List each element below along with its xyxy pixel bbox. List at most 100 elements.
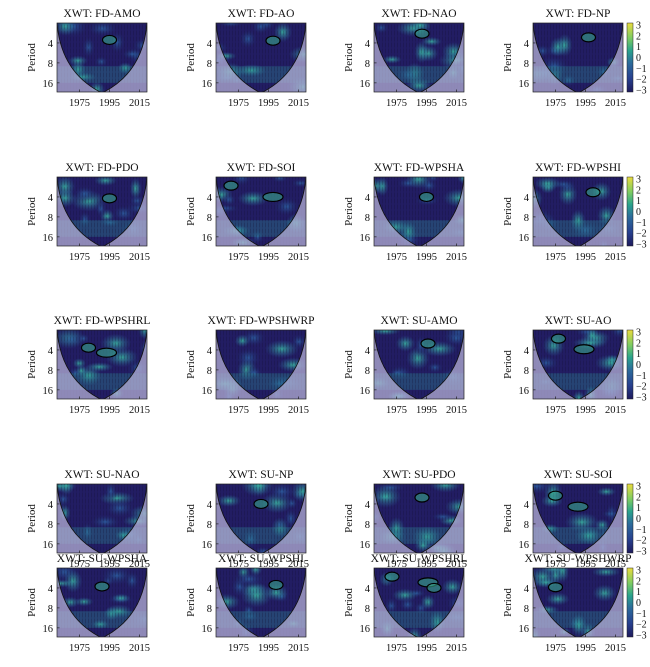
y-tick-label: 8 <box>48 213 53 224</box>
y-tick-label: 8 <box>365 604 370 615</box>
colorbar-tick-label: 3 <box>636 566 641 577</box>
x-tick-label: 2015 <box>446 98 467 109</box>
y-tick-label: 16 <box>360 386 371 397</box>
y-tick-label: 16 <box>519 233 530 244</box>
panel-title: XWT: SU-SOI <box>544 469 613 481</box>
wavelet-power-map <box>374 484 464 553</box>
x-tick-label: 1975 <box>69 643 90 654</box>
y-tick-label: 4 <box>48 584 54 595</box>
colorbar <box>626 329 634 400</box>
x-tick-label: 1995 <box>258 98 279 109</box>
x-tick-label: 1975 <box>545 559 566 570</box>
wavelet-power-map <box>216 568 306 637</box>
significance-contour <box>80 342 97 353</box>
y-axis-label: Period <box>185 504 197 533</box>
y-tick-label: 4 <box>524 584 530 595</box>
wavelet-power-map <box>533 484 623 553</box>
significance-contour <box>573 344 595 355</box>
significance-contour <box>223 180 239 191</box>
colorbar-tick-label: 1 <box>636 196 641 207</box>
y-tick-label: 16 <box>360 624 371 635</box>
x-tick-label: 2015 <box>129 643 150 654</box>
x-tick-label: 1995 <box>258 405 279 416</box>
colorbar-tick-label: −2 <box>636 536 647 547</box>
x-tick-label: 2015 <box>129 405 150 416</box>
x-tick-label: 1995 <box>258 643 279 654</box>
significance-contour <box>420 338 436 349</box>
y-tick-label: 4 <box>48 39 54 50</box>
x-tick-label: 1975 <box>386 643 407 654</box>
x-tick-label: 1995 <box>575 252 596 263</box>
y-tick-label: 16 <box>43 624 54 635</box>
y-tick-label: 16 <box>360 79 371 90</box>
cone-of-influence <box>216 568 306 637</box>
colorbar <box>626 22 634 93</box>
y-tick-label: 16 <box>519 540 530 551</box>
plot-frame <box>373 483 465 554</box>
y-axis-label: Period <box>343 43 355 72</box>
colorbar-tick-label: 2 <box>636 31 641 42</box>
y-tick-label: 8 <box>365 520 370 531</box>
panel-1: XWT: FD-AMO 4 8 16 1975 1995 2015 Period <box>26 8 150 109</box>
colorbar-tick-label: −2 <box>636 75 647 86</box>
y-tick-label: 8 <box>365 59 370 70</box>
panel-3: XWT: FD-NAO 4 8 16 1975 1995 2015 Period <box>343 8 467 109</box>
significance-contour <box>550 333 567 344</box>
panel-5: XWT: FD-PDO 4 8 16 1975 1995 2015 Period <box>26 162 150 263</box>
panel-19: XWT: SU-WPSHRL 4 8 16 1975 1995 2015 Period <box>343 553 467 654</box>
panel-10: XWT: FD-WPSHWRP 4 8 16 1975 1995 2015 Period <box>185 315 315 416</box>
panel-title: XWT: SU-WPSHWRP <box>524 553 631 565</box>
wavelet-power-map <box>374 177 464 246</box>
plot-frame <box>56 329 148 400</box>
cone-of-influence <box>216 484 306 553</box>
significance-contour <box>567 501 589 512</box>
significance-contour <box>414 28 430 39</box>
plot-frame <box>56 483 148 554</box>
colorbar-tick-label: −2 <box>636 382 647 393</box>
colorbar-tick-label: −2 <box>636 620 647 631</box>
y-axis-label: Period <box>502 197 514 226</box>
x-tick-label: 1975 <box>69 98 90 109</box>
y-tick-label: 8 <box>524 213 529 224</box>
wavelet-power-map <box>57 177 147 246</box>
x-tick-label: 2015 <box>446 252 467 263</box>
significance-contour <box>580 32 597 43</box>
panel-17: XWT: SU-WPSHA 4 8 16 1975 1995 2015 Period <box>26 553 150 654</box>
y-axis-label: Period <box>343 504 355 533</box>
panel-title: XWT: FD-AO <box>228 8 295 20</box>
colorbar-tick-label: −1 <box>636 218 647 229</box>
y-tick-label: 4 <box>524 500 530 511</box>
y-tick-label: 16 <box>202 540 213 551</box>
significance-contour <box>265 35 281 46</box>
wavelet-power-map <box>533 177 623 246</box>
wavelet-power-map <box>533 23 623 92</box>
panel-title: XWT: FD-WPSHWRP <box>207 315 314 327</box>
x-tick-label: 1975 <box>228 643 249 654</box>
y-tick-label: 4 <box>207 500 213 511</box>
y-tick-label: 16 <box>43 79 54 90</box>
panel-2: XWT: FD-AO 4 8 16 1975 1995 2015 Period <box>185 8 309 109</box>
y-tick-label: 4 <box>207 346 213 357</box>
cone-of-influence <box>533 568 623 637</box>
x-tick-label: 1975 <box>386 559 407 570</box>
panel-title: XWT: FD-AMO <box>63 8 140 20</box>
x-tick-label: 1975 <box>545 643 566 654</box>
x-tick-label: 2015 <box>288 252 309 263</box>
cone-of-influence <box>374 568 464 637</box>
x-tick-label: 1975 <box>545 252 566 263</box>
y-tick-label: 8 <box>524 366 529 377</box>
colorbar-tick-label: 2 <box>636 338 641 349</box>
y-tick-label: 4 <box>365 584 371 595</box>
panel-title: XWT: FD-WPSHI <box>535 162 621 174</box>
significance-contour <box>94 581 110 592</box>
x-tick-label: 2015 <box>446 643 467 654</box>
plot-frame <box>373 329 465 400</box>
x-tick-label: 1975 <box>228 405 249 416</box>
wavelet-power-map <box>216 484 306 553</box>
wavelet-power-map <box>374 330 464 399</box>
panel-title: XWT: SU-AO <box>545 315 612 327</box>
x-tick-label: 1995 <box>99 405 120 416</box>
plot-frame <box>215 176 307 247</box>
